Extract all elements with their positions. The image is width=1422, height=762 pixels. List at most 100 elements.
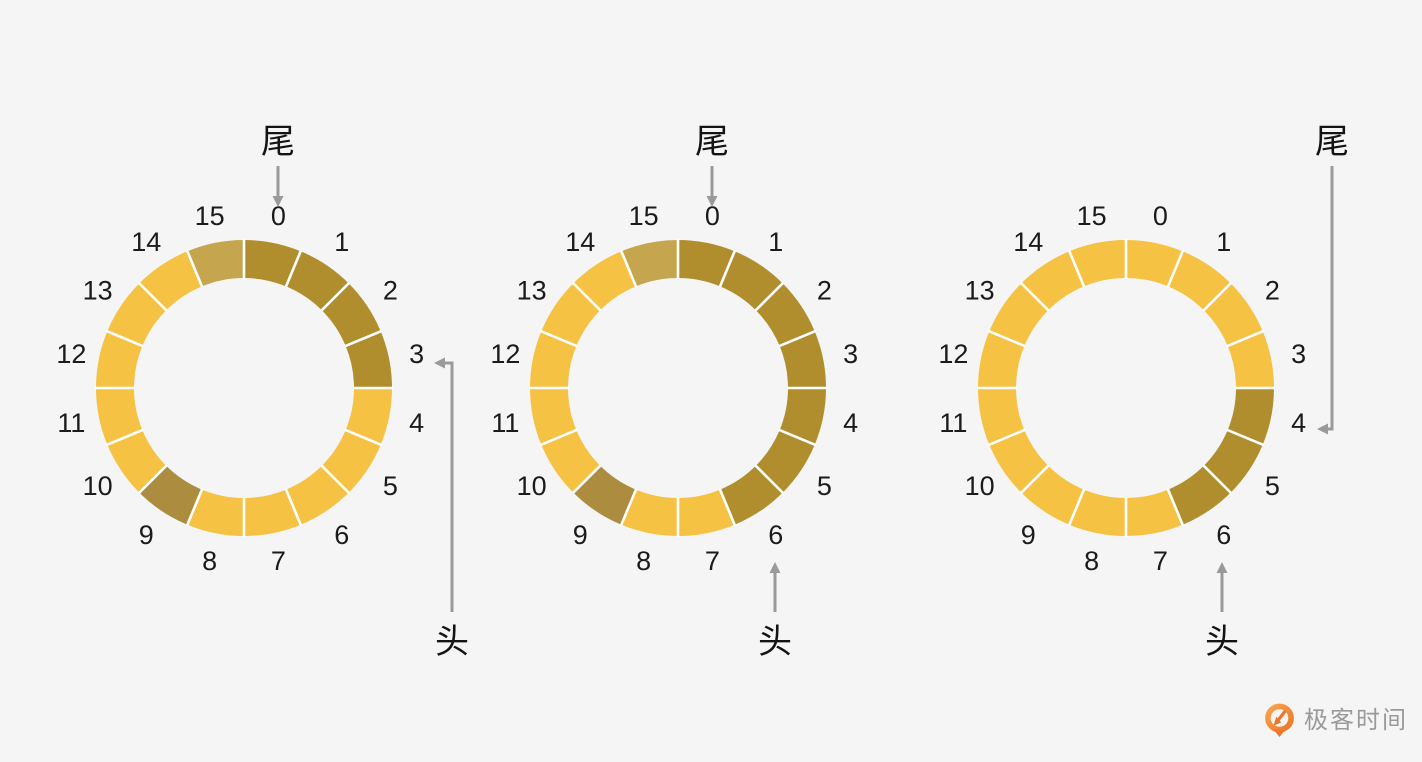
queue-state-2-index-label-4: 4 bbox=[843, 408, 858, 438]
queue-state-1-index-label-8: 8 bbox=[202, 546, 217, 576]
queue-state-1-segment-13 bbox=[107, 283, 167, 346]
queue-state-3-index-label-14: 14 bbox=[1013, 227, 1043, 257]
queue-state-2-divider-7 bbox=[718, 488, 737, 527]
queue-state-1-divider-1 bbox=[284, 249, 303, 288]
queue-state-1-segment-10 bbox=[107, 430, 167, 493]
queue-state-2-segment-14 bbox=[573, 251, 636, 311]
queue-state-2-divider-2 bbox=[754, 281, 785, 312]
queue-state-1-index-label-3: 3 bbox=[409, 339, 424, 369]
queue-state-2-index-label-8: 8 bbox=[636, 546, 651, 576]
queue-state-1-index-label-15: 15 bbox=[195, 201, 225, 231]
queue-state-2-divider-11 bbox=[539, 428, 578, 447]
queue-state-1-segment-4 bbox=[345, 388, 392, 445]
queue-state-3-tail-label: 尾 bbox=[1315, 123, 1349, 161]
queue-state-2-index-label-3: 3 bbox=[843, 339, 858, 369]
queue-state-3-divider-14 bbox=[1019, 281, 1050, 312]
queue-state-3-divider-1 bbox=[1166, 249, 1185, 288]
queue-state-1-head-pointer-arrowhead bbox=[434, 357, 445, 369]
queue-state-2-divider-9 bbox=[619, 488, 638, 527]
queue-state-1-divider-15 bbox=[185, 249, 204, 288]
queue-state-1-divider-2 bbox=[320, 281, 351, 312]
geektime-logo: 极客时间 bbox=[1263, 702, 1408, 740]
queue-state-2-tail-label: 尾 bbox=[695, 123, 729, 161]
queue-state-1-index-label-7: 7 bbox=[271, 546, 286, 576]
queue-state-1-divider-7 bbox=[284, 488, 303, 527]
queue-state-3-head-pointer-arrowhead bbox=[1216, 562, 1228, 573]
queue-state-2-head-pointer-arrowhead bbox=[769, 562, 781, 573]
queue-state-2-divider-14 bbox=[571, 281, 602, 312]
queue-state-3-index-label-15: 15 bbox=[1077, 201, 1107, 231]
queue-state-1-index-label-2: 2 bbox=[383, 276, 398, 306]
queue-state-3-segment-9 bbox=[1021, 465, 1084, 525]
queue-state-2-index-label-7: 7 bbox=[705, 546, 720, 576]
queue-state-1-segment-5 bbox=[321, 430, 381, 493]
queue-state-2-index-label-15: 15 bbox=[629, 201, 659, 231]
queue-state-2-divider-6 bbox=[754, 464, 785, 495]
queue-state-1-index-label-13: 13 bbox=[83, 276, 113, 306]
queue-state-1-divider-11 bbox=[105, 428, 144, 447]
queue-state-1-segment-8 bbox=[187, 489, 244, 536]
queue-state-2-segment-7 bbox=[678, 489, 735, 536]
queue-state-3-index-label-11: 11 bbox=[939, 408, 967, 438]
queue-state-1-head-pointer-line bbox=[445, 361, 454, 612]
queue-state-1-index-label-11: 11 bbox=[57, 408, 85, 438]
queue-state-2-index-label-0: 0 bbox=[705, 201, 720, 231]
queue-state-3-index-label-7: 7 bbox=[1153, 546, 1168, 576]
queue-state-2-index-label-14: 14 bbox=[565, 227, 595, 257]
queue-state-3-divider-5 bbox=[1226, 428, 1265, 447]
queue-state-3-divider-3 bbox=[1226, 329, 1265, 348]
logo-inner-arrowhead bbox=[1273, 716, 1282, 726]
queue-state-1-segment-2 bbox=[321, 283, 381, 346]
queue-state-3-index-label-8: 8 bbox=[1084, 546, 1099, 576]
queue-state-2-divider-3 bbox=[778, 329, 817, 348]
queue-state-3-index-label-13: 13 bbox=[965, 276, 995, 306]
geektime-logo-icon bbox=[1265, 703, 1294, 737]
queue-state-3-segment-2 bbox=[1203, 283, 1263, 346]
queue-state-2-segment-0 bbox=[678, 240, 735, 287]
queue-state-1-divider-6 bbox=[320, 464, 351, 495]
queue-state-3-tail-pointer-line bbox=[1328, 166, 1334, 431]
queue-state-3-index-label-1: 1 bbox=[1216, 227, 1231, 257]
queue-state-1-index-label-6: 6 bbox=[334, 520, 349, 550]
queue-state-2-segment-12 bbox=[530, 331, 577, 388]
queue-state-3-head-label: 头 bbox=[1205, 623, 1239, 661]
queue-state-3-segment-13 bbox=[989, 283, 1049, 346]
queue-state-2-index-label-9: 9 bbox=[573, 520, 588, 550]
queue-state-2-divider-1 bbox=[718, 249, 737, 288]
queue-state-1-divider-14 bbox=[137, 281, 168, 312]
queue-state-3-segment-10 bbox=[989, 430, 1049, 493]
queue-state-1-index-label-14: 14 bbox=[131, 227, 161, 257]
queue-state-1-segment-11 bbox=[96, 388, 143, 445]
queue-state-3-index-label-0: 0 bbox=[1153, 201, 1168, 231]
queue-state-1-divider-10 bbox=[137, 464, 168, 495]
queue-state-2-index-label-1: 1 bbox=[768, 227, 783, 257]
queue-state-3-segment-11 bbox=[978, 388, 1025, 445]
queue-state-3-segment-0 bbox=[1126, 240, 1183, 287]
queue-state-3-divider-2 bbox=[1202, 281, 1233, 312]
queue-state-1-segment-7 bbox=[244, 489, 301, 536]
queue-state-3-segment-14 bbox=[1021, 251, 1084, 311]
queue-state-1-index-label-5: 5 bbox=[383, 471, 398, 501]
queue-state-2-segment-3 bbox=[779, 331, 826, 388]
queue-state-2-segment-4 bbox=[779, 388, 826, 445]
queue-state-3-index-label-2: 2 bbox=[1265, 276, 1280, 306]
queue-state-2-segment-2 bbox=[755, 283, 815, 346]
queue-state-1-segment-15 bbox=[187, 240, 244, 287]
queue-state-1-segment-6 bbox=[286, 465, 349, 525]
queue-state-2-divider-15 bbox=[619, 249, 638, 288]
queue-state-1-index-label-10: 10 bbox=[83, 471, 113, 501]
queue-state-1-segment-12 bbox=[96, 331, 143, 388]
queue-state-1-segment-9 bbox=[139, 465, 202, 525]
queue-state-3-divider-10 bbox=[1019, 464, 1050, 495]
queue-state-2-index-label-12: 12 bbox=[490, 339, 520, 369]
queue-state-3-index-label-4: 4 bbox=[1291, 408, 1306, 438]
queue-state-3-segment-6 bbox=[1168, 465, 1231, 525]
queue-state-1-divider-3 bbox=[344, 329, 383, 348]
queue-state-2-segment-1 bbox=[720, 251, 783, 311]
queue-state-2-divider-5 bbox=[778, 428, 817, 447]
queue-state-3-divider-7 bbox=[1166, 488, 1185, 527]
